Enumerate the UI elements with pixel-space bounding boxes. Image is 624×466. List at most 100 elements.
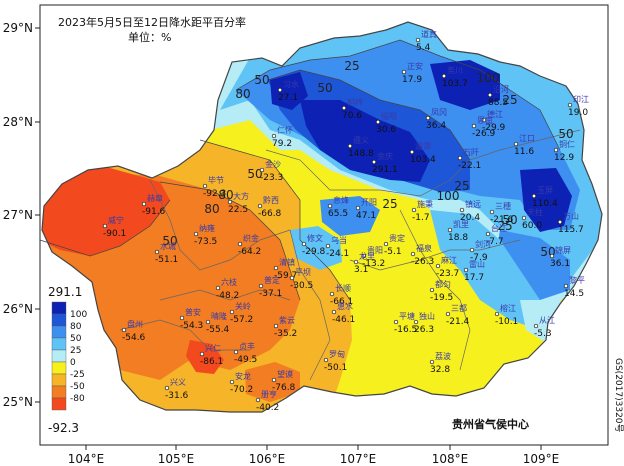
fill-navy-xishui <box>270 72 308 110</box>
station-name: 贵定 <box>389 233 405 243</box>
station-marker: 安龙 -70.2 <box>229 371 253 395</box>
lon-tick-label: 109°E <box>523 452 560 466</box>
legend-swatch <box>51 313 67 327</box>
station-name: 平坝 <box>295 268 311 277</box>
station-value: -24.1 <box>326 249 349 259</box>
station-name: 桐梓 <box>347 97 363 107</box>
station-value: -26.3 <box>411 257 434 267</box>
station-name: 息烽 <box>333 195 349 205</box>
station-name: 习水 <box>283 79 299 89</box>
station-value: -29.9 <box>482 123 506 133</box>
station-dot <box>469 247 475 253</box>
station-name: 福泉 <box>416 243 432 253</box>
station-name: 清镇 <box>279 257 295 267</box>
isoline-label: 80 <box>204 202 219 216</box>
fill-cyan-guiyang <box>290 226 342 270</box>
station-marker: 习水 27.1 <box>277 79 299 103</box>
station-marker: 雷山 17.7 <box>463 259 485 283</box>
station-dot <box>413 319 419 325</box>
fill-navy-yuping <box>520 168 572 232</box>
station-name: 思南 <box>477 115 493 125</box>
isoline-label: 50 <box>254 73 269 87</box>
station-marker: 盘州 -54.6 <box>121 319 146 343</box>
station-marker: 关岭 -57.2 <box>229 301 253 325</box>
legend-max-label: 291.1 <box>48 285 82 299</box>
station-name: 大方 <box>233 191 249 201</box>
station-dot <box>361 253 367 259</box>
station-marker: 都匀 -19.5 <box>429 279 453 303</box>
station-marker: 印江 19.0 <box>567 95 589 118</box>
station-value: -16.5 <box>394 325 417 335</box>
lon-tick-label: 104°E <box>68 452 105 466</box>
fill-red-xingren <box>186 340 224 374</box>
station-name: 凤冈 <box>431 108 447 117</box>
station-name: 织金 <box>243 233 259 243</box>
station-name: 纳雍 <box>199 223 215 233</box>
fill-cyan-south <box>430 210 540 330</box>
station-value: -37.1 <box>259 289 282 299</box>
station-dot <box>331 309 337 315</box>
station-dot <box>164 385 170 391</box>
province-outline <box>41 21 603 413</box>
station-name: 黔西 <box>263 195 279 205</box>
station-dot <box>273 323 279 329</box>
station-dot <box>457 155 463 161</box>
station-dot <box>289 275 295 281</box>
station-dot <box>415 37 421 43</box>
station-marker: 普定 -37.1 <box>258 275 282 299</box>
legend-band-label: -25 <box>70 370 85 380</box>
station-value: -29.8 <box>302 247 326 257</box>
isoline-label: 50 <box>162 234 177 248</box>
station-value: 5.4 <box>416 43 431 53</box>
legend-swatch <box>51 301 67 315</box>
station-marker: 纳雍 -73.5 <box>193 223 217 247</box>
station-dot <box>459 207 465 213</box>
station-dot <box>121 327 127 333</box>
station-dot <box>435 263 441 269</box>
station-name: 锦屏 <box>555 245 571 255</box>
agency-credit: 贵州省气侯中心 <box>452 417 529 431</box>
station-value: -1.7 <box>412 213 430 223</box>
station-name: 惠水 <box>337 301 353 311</box>
isoline-label: 50 <box>317 81 332 95</box>
station-name: 剑河 <box>475 239 491 249</box>
station-value: -50.1 <box>324 363 347 373</box>
station-dot <box>255 397 261 403</box>
isoline-label: 25 <box>502 93 517 107</box>
station-name: 盘州 <box>127 319 143 329</box>
legend-band-label: -80 <box>70 394 85 404</box>
isoline-label: 80 <box>235 87 250 101</box>
station-value: -70.2 <box>230 385 253 395</box>
station-name: 都匀 <box>435 279 451 289</box>
station-name: 万山 <box>563 211 579 221</box>
station-name: 道真 <box>421 29 437 39</box>
station-name: 紫云 <box>279 316 295 325</box>
station-marker: 道真 5.4 <box>415 29 437 53</box>
station-name: 平塘 <box>399 311 415 321</box>
isoline-strokes <box>39 39 561 301</box>
station-marker: 思南 -26.9 <box>471 115 496 139</box>
station-dot <box>277 87 283 93</box>
station-marker: 开阳 47.1 <box>355 198 377 221</box>
station-marker: 贵定 -5.1 <box>383 233 405 257</box>
station-dot <box>271 133 277 139</box>
station-dot <box>557 219 563 225</box>
station-value: 26.3 <box>414 325 434 335</box>
station-dot <box>227 199 233 205</box>
legend-swatch <box>51 325 67 339</box>
station-marker: 从江 -5.3 <box>533 316 555 339</box>
station-dot <box>271 377 277 383</box>
station-name: 关岭 <box>235 301 251 311</box>
station-layer: 道真 5.4 习水 27.1 正安 17.9 务川 103.7 沿河 88.5 印江 19.0 桐梓 70… <box>102 29 589 413</box>
station-dot <box>410 251 416 257</box>
station-marker: 息烽 65.5 <box>327 195 349 219</box>
station-value: 115.7 <box>558 225 584 235</box>
station-marker: 桐梓 70.6 <box>341 97 363 121</box>
legend-band-label: 80 <box>70 322 82 332</box>
station-dot <box>259 167 265 173</box>
station-dot <box>567 102 573 108</box>
station-dot <box>215 285 221 291</box>
station-name: 凯里 <box>453 219 469 229</box>
station-name: 德江 <box>487 109 503 119</box>
